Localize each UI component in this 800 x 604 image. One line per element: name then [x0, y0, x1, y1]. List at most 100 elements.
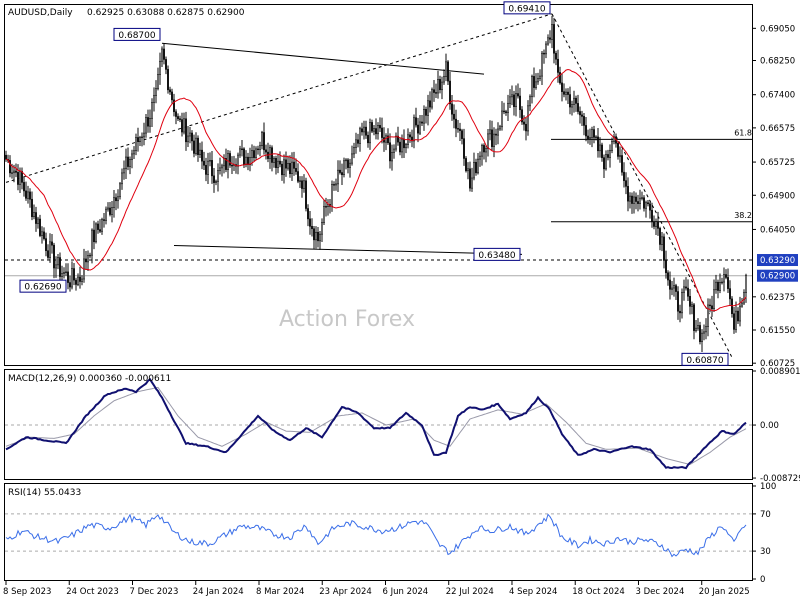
candle — [593, 125, 595, 144]
candle — [273, 156, 275, 168]
candle — [467, 162, 469, 180]
candle-body — [255, 148, 257, 158]
candle — [597, 127, 599, 158]
candle-body — [625, 180, 627, 187]
candle-body — [449, 80, 451, 105]
candle-body — [549, 37, 551, 40]
candle — [349, 158, 351, 178]
candle-body — [141, 136, 143, 139]
candle — [97, 220, 99, 234]
price-tick-label: 0.68250 — [760, 57, 795, 67]
candle — [733, 306, 735, 334]
candle-body — [701, 332, 703, 342]
candle-body — [225, 158, 227, 170]
candle-body — [275, 158, 277, 169]
candle — [65, 263, 67, 276]
candle — [513, 90, 515, 116]
candle — [501, 101, 503, 131]
candle — [621, 149, 623, 176]
candle-body — [591, 129, 593, 138]
candle-body — [689, 295, 691, 307]
candle-body — [9, 160, 11, 174]
candle-body — [457, 128, 459, 130]
candle — [635, 192, 637, 210]
candle — [263, 122, 265, 155]
price-annotation-label: 0.69410 — [508, 4, 545, 14]
lower-triangle-line — [173, 245, 523, 255]
candle — [281, 160, 283, 181]
candle-body — [677, 291, 679, 312]
candle — [675, 283, 677, 300]
candle-body — [469, 168, 471, 189]
candle-body — [369, 122, 371, 144]
candle-body — [205, 164, 207, 175]
price-panel-frame — [4, 4, 753, 366]
time-tick-label: 8 Mar 2024 — [256, 587, 304, 597]
candle — [471, 167, 473, 192]
candle-body — [421, 121, 423, 124]
candle-body — [59, 257, 61, 277]
candle-body — [247, 156, 249, 165]
candle-body — [439, 79, 441, 91]
candle — [679, 304, 681, 323]
candle-body — [277, 160, 279, 169]
candle-body — [203, 160, 205, 166]
macd-signal-line — [5, 386, 747, 466]
candle — [343, 157, 345, 178]
candle — [639, 189, 641, 210]
candle — [375, 118, 377, 140]
candle — [87, 250, 89, 271]
candle — [189, 126, 191, 144]
candle — [689, 289, 691, 315]
fib-level-label: 61.8 — [734, 128, 752, 137]
candle — [457, 119, 459, 133]
downtrend-line — [551, 13, 733, 358]
candle — [529, 94, 531, 112]
price-tick-label: 0.67400 — [760, 91, 795, 101]
candle-body — [17, 172, 19, 185]
candle — [419, 115, 421, 135]
candle-body — [697, 325, 699, 329]
candle — [521, 106, 523, 125]
price-annotation-box — [473, 247, 521, 261]
candle-body — [341, 172, 343, 176]
chart-ohlc-label: 0.62925 0.63088 0.62875 0.62900 — [87, 8, 245, 18]
candle — [369, 118, 371, 150]
candle-body — [585, 125, 587, 137]
candle-body — [79, 276, 81, 282]
price-annotation: 0.68700 — [113, 27, 161, 41]
moving-average-line — [5, 68, 747, 312]
price-annotations: 0.68700 0.69410 0.63480 0.62690 0.60870 — [19, 1, 729, 366]
candle-body — [15, 170, 17, 173]
candle — [477, 153, 479, 175]
candle — [63, 267, 65, 279]
candle-body — [89, 254, 91, 257]
time-tick-label: 22 Jul 2024 — [446, 587, 494, 597]
candle-body — [651, 209, 653, 222]
candle — [137, 127, 139, 152]
candle-body — [447, 61, 449, 82]
candle-body — [175, 111, 177, 117]
candle — [379, 117, 381, 133]
candle-body — [217, 170, 219, 182]
candle-body — [707, 304, 709, 327]
candle — [345, 158, 347, 170]
candle-body — [263, 132, 265, 151]
long-term-channel-line — [5, 13, 553, 183]
candle-body — [271, 147, 273, 163]
candle — [715, 274, 717, 294]
candle-body — [713, 289, 715, 310]
price-annotation: 0.63480 — [473, 247, 521, 261]
candle — [577, 94, 579, 115]
price-annotation-box — [503, 1, 551, 15]
watermark: Action Forex — [279, 307, 415, 332]
candle-body — [195, 137, 197, 154]
candle-body — [99, 229, 101, 232]
candle — [117, 189, 119, 209]
candle — [53, 242, 55, 279]
candle-body — [191, 132, 193, 142]
candle-body — [487, 133, 489, 149]
candle-body — [553, 24, 555, 54]
candle-body — [111, 207, 113, 215]
